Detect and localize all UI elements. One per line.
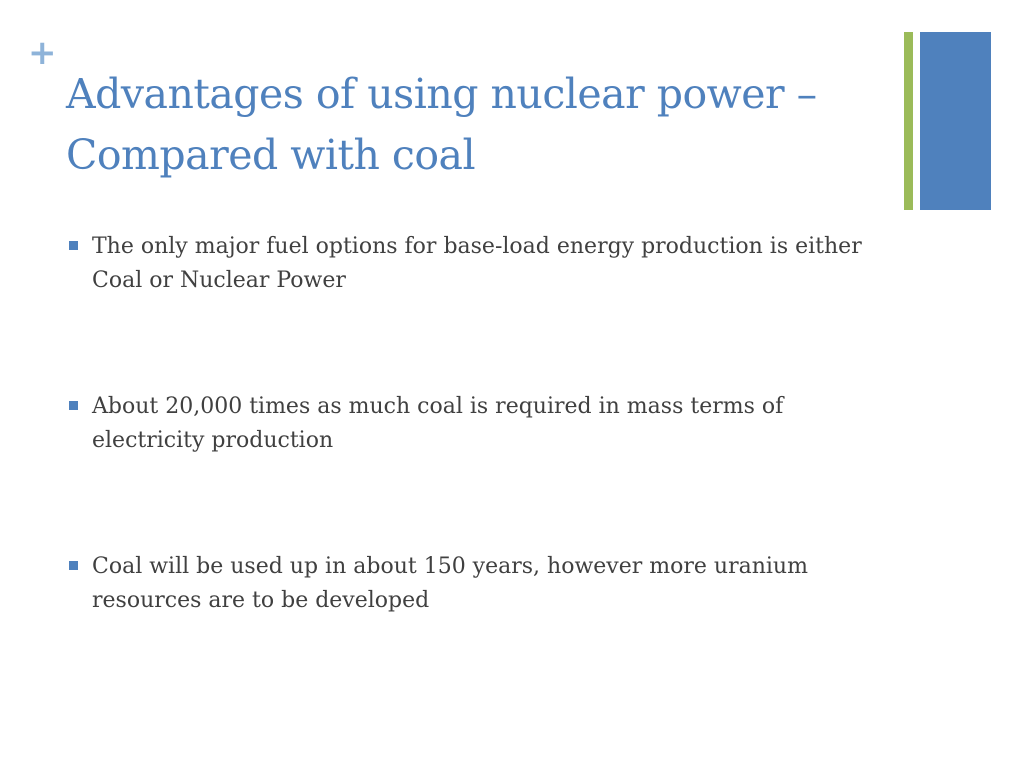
slide-title: Advantages of using nuclear power – Comp… (66, 70, 817, 179)
square-bullet-icon (69, 241, 78, 250)
green-accent-bar (904, 32, 913, 210)
plus-icon: + (28, 33, 57, 73)
blue-accent-block (920, 32, 991, 210)
bullet-list: The only major fuel options for base-loa… (66, 230, 896, 710)
bullet-item: The only major fuel options for base-loa… (66, 230, 896, 390)
bullet-item: About 20,000 times as much coal is requi… (66, 390, 896, 550)
square-bullet-icon (69, 561, 78, 570)
bullet-item: Coal will be used up in about 150 years,… (66, 550, 896, 710)
bullet-text: Coal will be used up in about 150 years,… (92, 554, 808, 613)
square-bullet-icon (69, 401, 78, 410)
bullet-text: About 20,000 times as much coal is requi… (92, 394, 784, 453)
bullet-text: The only major fuel options for base-loa… (92, 234, 862, 293)
